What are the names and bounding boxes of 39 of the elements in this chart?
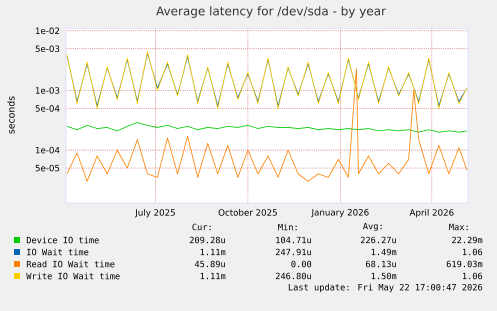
text: 619.03m xyxy=(446,260,482,268)
x-tick-label: July 2025 xyxy=(134,209,175,218)
chart-title: Average latency for /dev/sda - by year xyxy=(156,6,386,18)
text: Last update: Fri May 22 17:00:47 2026 xyxy=(288,284,482,292)
text: 22.29m xyxy=(452,236,482,244)
text: 226.27u xyxy=(360,236,396,244)
y-tick-label: 5e-03 xyxy=(36,46,60,52)
line-series xyxy=(66,122,468,133)
text: Max: xyxy=(449,224,468,230)
text: Min: xyxy=(278,224,297,230)
legend-label: Read IO Wait time xyxy=(26,260,114,268)
x-tick-label: January 2026 xyxy=(311,209,369,218)
text: 0.00 xyxy=(291,260,312,268)
x-tick-label: October 2025 xyxy=(218,209,277,216)
text: 68.13u xyxy=(366,260,396,268)
text: 209.28u xyxy=(190,236,225,244)
text: 1.06 xyxy=(462,272,482,280)
text: 104.71u xyxy=(276,236,311,244)
text: 246.80u xyxy=(276,272,311,280)
y-tick-label: 1e-04 xyxy=(36,146,60,154)
text: 1.06 xyxy=(462,248,482,256)
legend-label: IO Wait time xyxy=(27,248,88,256)
text: 1.11m xyxy=(200,248,226,256)
y-tick-label: 5e-04 xyxy=(36,105,60,112)
y-tick-label: 5e-05 xyxy=(36,164,60,172)
text: 45.89u xyxy=(194,260,225,268)
legend-label: Write IO Wait time xyxy=(26,272,120,280)
y-tick-label: 1e-03 xyxy=(36,87,60,94)
text: 1.49m xyxy=(372,248,396,256)
y-tick-label: 1e-02 xyxy=(36,28,60,34)
line-series xyxy=(66,68,468,182)
text: 1.11m xyxy=(200,272,226,280)
y-axis-title: seconds xyxy=(7,96,15,134)
text: Avg: xyxy=(363,222,382,232)
x-tick-label: April 2026 xyxy=(410,209,454,218)
text: 247.91u xyxy=(276,248,311,256)
text: Cur: xyxy=(192,224,211,230)
legend-label: Device IO time xyxy=(26,236,99,244)
text: 1.50m xyxy=(372,272,396,280)
